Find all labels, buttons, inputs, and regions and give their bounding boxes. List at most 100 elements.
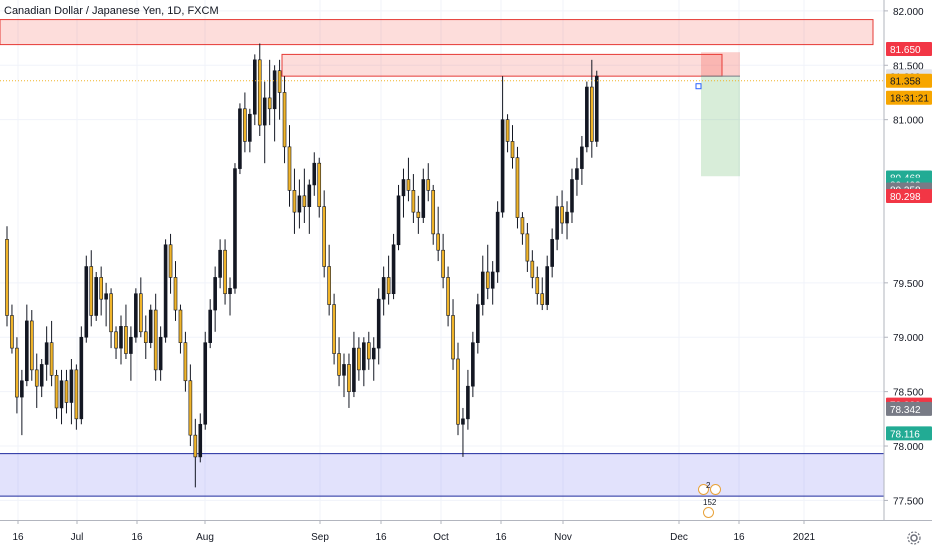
price-label-text: 78.116 (890, 429, 920, 440)
time-tick-label: 16 (375, 532, 387, 543)
candle-body (515, 157, 520, 218)
candle-body (287, 146, 292, 191)
candle-body (416, 211, 421, 218)
candle-body (436, 233, 440, 251)
price-label: 18:31:21 (886, 90, 932, 105)
candle-body (461, 418, 465, 425)
candle-body (253, 59, 257, 115)
price-label-text: 80.298 (890, 192, 921, 203)
price-tick-label: 77.500 (893, 496, 924, 507)
candle-body (153, 309, 158, 371)
candle-body (44, 342, 49, 365)
candle-body (456, 358, 460, 425)
price-label-text: 18:31:21 (890, 94, 929, 105)
candle-body (446, 277, 450, 316)
candle-body (104, 293, 108, 300)
candle-body (535, 277, 540, 295)
take-profit-zone (701, 76, 740, 177)
price-tick-label: 79.000 (893, 333, 924, 344)
candle-body (297, 195, 302, 213)
time-tick-label: Nov (554, 532, 572, 543)
stop-loss-zone (701, 52, 740, 77)
candle-body (441, 249, 445, 278)
time-tick-label: Dec (670, 532, 688, 543)
candle-body (585, 86, 589, 148)
candle-body (79, 336, 84, 420)
symbol-title: Canadian Dollar / Japanese Yen, 1D, FXCM (4, 5, 219, 17)
candle-body (357, 347, 361, 371)
time-tick-label: 16 (131, 532, 143, 543)
candle-body (267, 97, 272, 110)
price-label-box (886, 41, 932, 56)
candle-body (208, 309, 212, 343)
time-tick-label: Jul (71, 532, 84, 543)
candle-body (20, 380, 24, 398)
candle-body (248, 113, 252, 142)
time-tick-label: 16 (12, 532, 24, 543)
candle-body (69, 369, 74, 403)
candle-body (228, 287, 232, 295)
price-label-text: 81.650 (890, 45, 921, 56)
earnings-dot-icon (698, 484, 709, 495)
candle-body (371, 347, 376, 360)
price-axis[interactable]: 82.000 81.500 81.000 79.500 79.000 78.500 78.0… (883, 0, 932, 550)
time-axis[interactable]: 16 Jul 16 Aug Sep 16 Oct 16 Nov Dec 16 2021 (0, 520, 932, 543)
candle-body (238, 108, 242, 169)
candle-body (545, 266, 550, 305)
drawing-overlays (0, 80, 884, 90)
candle-body (307, 184, 312, 207)
price-label: 81.358 (886, 73, 932, 88)
candle-body (233, 168, 237, 289)
candle-body (570, 179, 574, 213)
candle-body (401, 179, 406, 197)
price-tick-label: 78.000 (893, 442, 924, 453)
candle-body (124, 326, 128, 354)
price-tick-label: 78.500 (893, 388, 924, 399)
candle-body (451, 315, 455, 360)
candle-body (594, 75, 599, 142)
candle-body (49, 342, 54, 376)
candle-body (262, 97, 267, 126)
candle-body (471, 342, 475, 387)
price-label-box (886, 401, 932, 416)
gear-icon[interactable] (906, 530, 922, 546)
candle-body (495, 211, 500, 273)
candle-body (431, 190, 436, 235)
time-tick-label: Aug (196, 532, 214, 543)
time-tick-label: 16 (733, 532, 745, 543)
candle-body (89, 266, 94, 316)
dividend-dot-icon (703, 507, 714, 518)
earnings-badge[interactable]: 2 152 4 (698, 481, 722, 519)
candle-body (139, 293, 143, 333)
candle-body (84, 266, 89, 338)
candle-body (426, 179, 431, 191)
candle-body (366, 342, 371, 360)
price-label: 78.116 (886, 426, 932, 441)
candle-body (580, 146, 584, 169)
candle-body (223, 249, 227, 295)
candle-body (15, 347, 19, 398)
candle-body (480, 271, 485, 305)
price-label: 78.342 (886, 401, 932, 416)
candle-body (203, 342, 208, 425)
candle-body (129, 336, 133, 354)
candle-body (485, 271, 490, 289)
candle-body (114, 331, 118, 349)
candle-body (510, 141, 515, 159)
candle-body (29, 320, 34, 371)
earnings-badge-top: 2 (706, 481, 711, 490)
candle-body (277, 70, 282, 93)
price-tick-label: 79.500 (893, 279, 924, 290)
candle-body (322, 206, 326, 267)
candle-body (168, 244, 173, 278)
candle-body (193, 434, 198, 458)
candle-body (540, 293, 545, 305)
candle-body (143, 331, 148, 343)
candle-body (500, 119, 505, 213)
candle-body (148, 309, 153, 343)
candle-body (386, 277, 391, 295)
candle-body (54, 375, 59, 409)
candle-body (99, 277, 103, 300)
